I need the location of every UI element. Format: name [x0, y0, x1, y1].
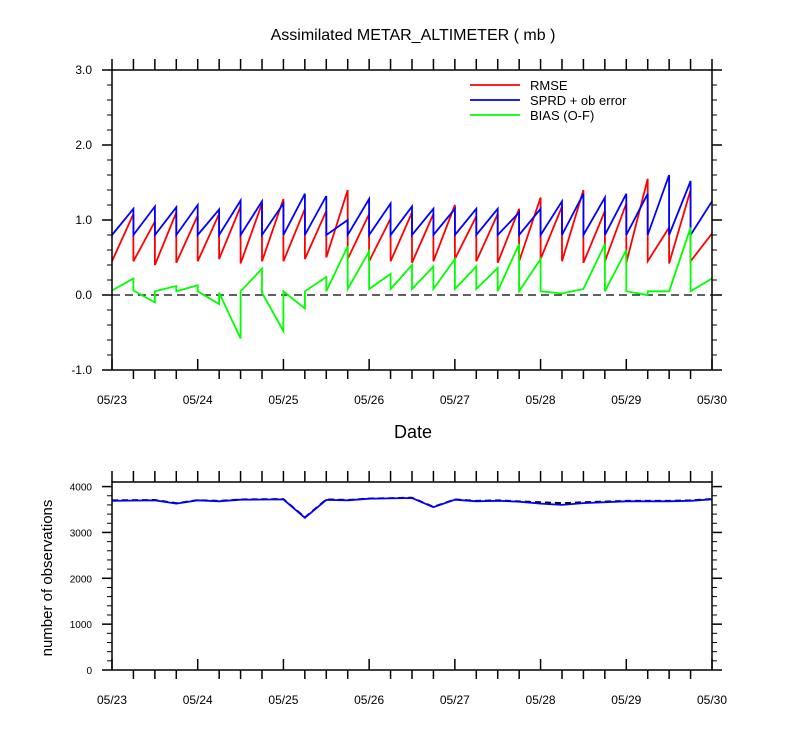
top-y-tick-label: 2.0 — [75, 138, 92, 152]
bottom-x-tick-label: 05/24 — [183, 693, 213, 707]
bottom-y-tick-label: 0 — [86, 666, 92, 677]
top-x-tick-label: 05/24 — [183, 393, 213, 407]
bottom-x-tick-label: 05/25 — [268, 693, 298, 707]
top-x-tick-label: 05/29 — [611, 393, 641, 407]
bottom-y-tick-label: 1000 — [70, 620, 93, 631]
bottom-y-tick-label: 2000 — [70, 574, 93, 585]
top-chart-series — [111, 174, 713, 339]
top-y-tick-label: 3.0 — [75, 63, 92, 77]
bottom-chart-y-axis-label: number of observations — [39, 500, 56, 657]
top-x-tick-label: 05/27 — [440, 393, 470, 407]
top-y-tick-label: -1.0 — [71, 363, 92, 377]
bottom-x-tick-label: 05/30 — [697, 693, 727, 707]
top-x-tick-label: 05/23 — [97, 393, 127, 407]
top-x-tick-label: 05/30 — [697, 393, 727, 407]
top-y-tick-label: 0.0 — [75, 288, 92, 302]
legend-entry: RMSE — [530, 78, 568, 93]
bottom-y-tick-label: 4000 — [70, 483, 93, 494]
bottom-x-tick-label: 05/23 — [97, 693, 127, 707]
bottom-y-tick-label: 3000 — [70, 528, 93, 539]
bottom-chart-ticks: 05/23 05/24 05/25 05/26 05/27 05/28 05/29 05/30… — [70, 471, 727, 707]
top-series-line-sprd-ob-error — [111, 174, 713, 239]
top-y-tick-label: 1.0 — [75, 213, 92, 227]
top-chart-x-axis-label: Date — [394, 422, 432, 442]
legend-entry: SPRD + ob error — [530, 93, 627, 108]
top-chart-frame — [111, 69, 713, 371]
top-x-tick-label: 05/26 — [354, 393, 384, 407]
top-x-tick-label: 05/28 — [526, 393, 556, 407]
top-series-line-bias-o-f — [111, 227, 713, 339]
top-x-tick-label: 05/25 — [268, 393, 298, 407]
bottom-x-tick-label: 05/27 — [440, 693, 470, 707]
bottom-chart-frame — [111, 481, 713, 671]
top-chart-title: Assimilated METAR_ALTIMETER ( mb ) — [271, 27, 556, 44]
legend-entry: BIAS (O-F) — [530, 108, 594, 123]
top-chart-ticks: 05/23 05/24 05/25 05/26 05/27 05/28 05/29 05/30… — [71, 59, 727, 407]
bottom-chart-series — [111, 496, 713, 519]
bottom-series-line-1 — [111, 497, 713, 519]
bottom-x-tick-label: 05/26 — [354, 693, 384, 707]
bottom-x-tick-label: 05/28 — [526, 693, 556, 707]
bottom-x-tick-label: 05/29 — [611, 693, 641, 707]
